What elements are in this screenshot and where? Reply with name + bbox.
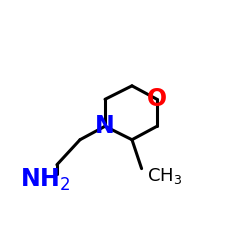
Text: N: N [95,114,115,138]
Text: CH$_3$: CH$_3$ [148,166,182,186]
Text: O: O [147,87,167,111]
Text: NH$_2$: NH$_2$ [20,167,70,193]
